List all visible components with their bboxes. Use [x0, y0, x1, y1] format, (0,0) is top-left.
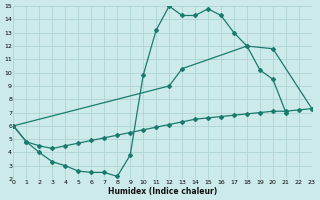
X-axis label: Humidex (Indice chaleur): Humidex (Indice chaleur) — [108, 187, 217, 196]
